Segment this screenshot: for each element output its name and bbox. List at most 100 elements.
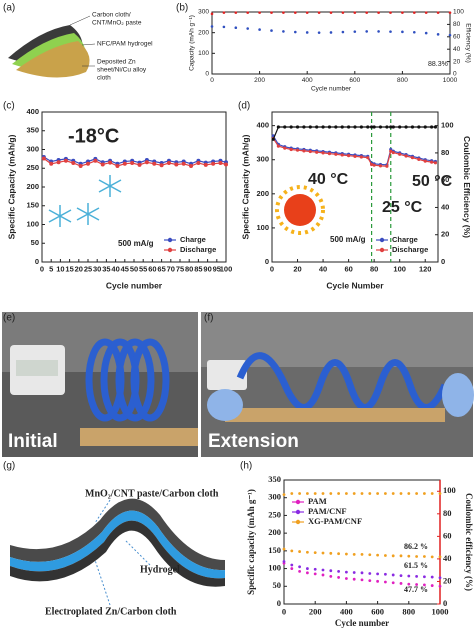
point (130, 161, 135, 165)
point (430, 575, 434, 579)
point (366, 156, 370, 160)
y2-axis-label: Efficiency (%) (464, 23, 471, 63)
diagram-label: CNT/MnO₂ paste (92, 20, 142, 27)
point (423, 125, 427, 129)
diagram-label: NFC/PAM hydrogel (97, 41, 153, 48)
y2-tick-label: 80 (453, 21, 461, 28)
point (413, 30, 416, 34)
panel-label: (a) (3, 3, 15, 14)
point (329, 574, 333, 578)
point (222, 25, 226, 29)
chart: 0 20 40 60 80 100 120 0 100 200 300 400 0 20 40 60 80 100… (240, 111, 472, 290)
pointer (94, 559, 111, 606)
point (317, 31, 321, 34)
point (289, 147, 293, 152)
point (282, 11, 285, 14)
pointer (69, 15, 91, 26)
y-tick-label: 200 (26, 182, 39, 191)
x-tick-label: 85 (194, 264, 202, 273)
point (329, 11, 333, 14)
y-axis-label: Specific capacity (mAh g⁻¹) (246, 489, 256, 595)
point (384, 492, 387, 495)
point (347, 154, 351, 158)
point (298, 492, 301, 495)
x-tick-label: 40 (319, 264, 327, 273)
y-tick-label: 0 (277, 598, 281, 608)
timer-screen (16, 360, 58, 376)
point (108, 160, 113, 165)
photo-caption: Initial (8, 431, 58, 452)
point (41, 156, 46, 161)
x-tick-label: 100 (393, 264, 406, 273)
point (321, 568, 325, 572)
y-tick-label: 50 (31, 238, 39, 247)
x-tick-label: 15 (65, 264, 73, 273)
y2-tick-label: 40 (443, 553, 452, 563)
snowflake (76, 203, 100, 225)
pointer (124, 539, 151, 566)
point (391, 125, 395, 129)
point (423, 492, 426, 495)
point (391, 554, 395, 558)
y-tick-label: 0 (205, 71, 209, 78)
point (276, 144, 280, 148)
point (78, 164, 83, 168)
point (438, 584, 442, 588)
point (365, 30, 369, 33)
point (313, 492, 317, 495)
point (306, 550, 309, 554)
point (218, 161, 223, 165)
point (334, 152, 338, 156)
chart: 0 200 400 600 800 10000100200300020406080100C… (189, 9, 472, 93)
point (370, 162, 374, 167)
diagram-label: Deposited Zn (97, 59, 136, 66)
point (295, 125, 300, 129)
point (298, 565, 301, 569)
point (407, 492, 411, 495)
diagram-g: MnO₂/CNT paste/Carbon cloth Hydrogel Ele… (10, 488, 225, 617)
point (391, 492, 395, 495)
x-axis-label: Cycle number (335, 618, 389, 628)
annotation: 86.2 % (404, 542, 428, 551)
panel-label: (c) (3, 101, 15, 112)
point (210, 12, 214, 16)
line (272, 138, 436, 167)
point (368, 579, 372, 583)
point (366, 125, 370, 129)
point (317, 11, 321, 14)
point (401, 30, 404, 34)
legend-label: XG-PAM/CNF (308, 516, 362, 526)
point (63, 158, 68, 163)
point (321, 551, 325, 555)
point (315, 125, 319, 129)
y-tick-label: 400 (26, 107, 39, 116)
legend-label: PAM/CNF (308, 506, 347, 516)
photo-wall (201, 312, 473, 367)
y2-tick-label: 20 (441, 230, 449, 239)
point (290, 549, 294, 553)
y2-tick-label: 60 (441, 175, 449, 184)
diagram-label: Electroplated Zn/Carbon cloth (45, 606, 177, 617)
point (448, 33, 452, 37)
legend-marker (295, 509, 301, 515)
point (340, 153, 344, 157)
annotation: 50 °C (412, 173, 453, 190)
point (71, 161, 76, 165)
point (423, 575, 426, 579)
point (353, 125, 357, 129)
point (294, 11, 297, 14)
point (436, 11, 440, 14)
panel-label: (g) (3, 461, 15, 472)
point (376, 572, 379, 576)
line (272, 126, 436, 140)
point (413, 11, 416, 14)
point (246, 11, 249, 14)
point (290, 567, 294, 570)
y-tick-label: 0 (265, 257, 269, 266)
y-tick-label: 50 (273, 580, 282, 590)
x-tick-label: 1000 (432, 606, 449, 616)
panel-label: (f) (204, 313, 213, 324)
point (353, 30, 357, 33)
y-tick-label: 300 (26, 144, 39, 153)
point (415, 574, 418, 578)
